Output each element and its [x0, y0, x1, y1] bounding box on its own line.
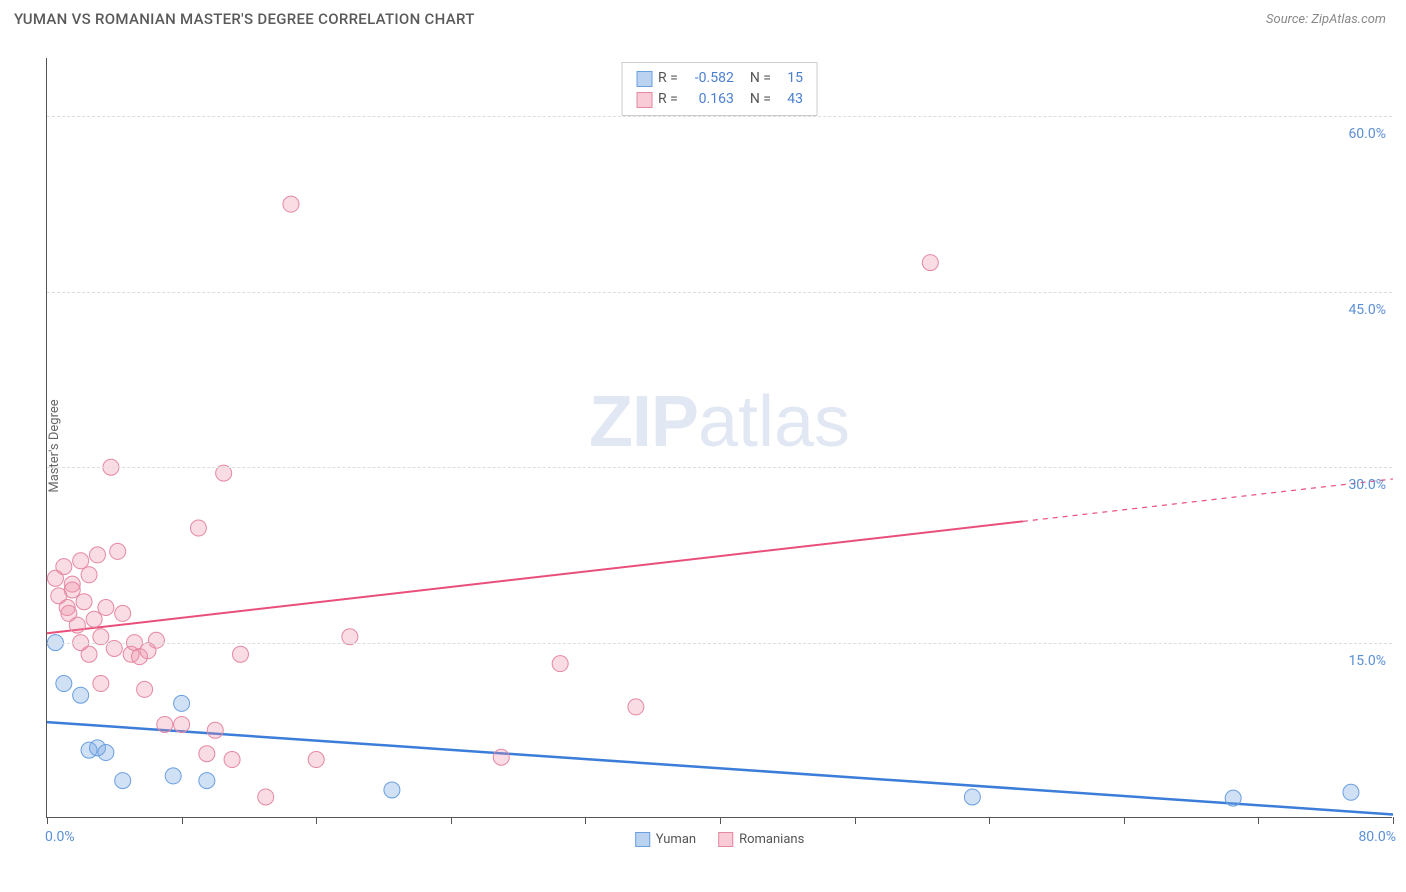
- data-point-romanians: [98, 600, 114, 616]
- y-tick-label: 45.0%: [1348, 302, 1386, 318]
- data-point-yuman: [964, 789, 980, 805]
- stats-n-value: 15: [777, 68, 803, 89]
- data-point-yuman: [73, 687, 89, 703]
- grid-line: [47, 467, 1392, 468]
- x-tick-mark: [585, 817, 586, 824]
- data-point-romanians: [157, 716, 173, 732]
- data-point-romanians: [190, 520, 206, 536]
- data-point-romanians: [115, 605, 131, 621]
- data-point-romanians: [110, 543, 126, 559]
- data-point-romanians: [69, 617, 85, 633]
- data-point-romanians: [199, 746, 215, 762]
- x-tick-mark: [182, 817, 183, 824]
- legend-item: Romanians: [718, 832, 804, 847]
- x-tick-mark: [1124, 817, 1125, 824]
- data-point-yuman: [384, 782, 400, 798]
- data-point-romanians: [207, 722, 223, 738]
- data-point-romanians: [56, 559, 72, 575]
- data-point-romanians: [73, 553, 89, 569]
- data-point-romanians: [224, 752, 240, 768]
- data-point-romanians: [86, 611, 102, 627]
- stats-r-value: 0.163: [684, 89, 734, 110]
- data-point-yuman: [165, 768, 181, 784]
- data-point-romanians: [64, 582, 80, 598]
- data-point-romanians: [81, 646, 97, 662]
- legend-item: Yuman: [635, 832, 696, 847]
- x-tick-mark: [720, 817, 721, 824]
- data-point-romanians: [922, 255, 938, 271]
- data-point-yuman: [115, 773, 131, 789]
- stats-row: R = 0.163 N = 43: [636, 89, 803, 110]
- data-point-romanians: [283, 196, 299, 212]
- correlation-stats-box: R = -0.582 N = 15 R = 0.163 N = 43: [621, 62, 818, 116]
- data-point-yuman: [199, 773, 215, 789]
- trend-line-yuman: [47, 722, 1393, 814]
- data-point-romanians: [76, 594, 92, 610]
- legend-label: Yuman: [656, 832, 696, 847]
- stats-n-label: N =: [750, 89, 771, 110]
- scatter-plot-svg: [47, 58, 1392, 817]
- x-tick-mark: [855, 817, 856, 824]
- x-tick-mark: [316, 817, 317, 824]
- x-tick-mark: [989, 817, 990, 824]
- trend-line-romanians: [47, 521, 1023, 633]
- data-point-romanians: [89, 547, 105, 563]
- data-point-romanians: [81, 567, 97, 583]
- x-tick-mark: [47, 817, 48, 824]
- x-tick-mark: [1258, 817, 1259, 824]
- data-point-romanians: [308, 752, 324, 768]
- stats-n-label: N =: [750, 68, 771, 89]
- data-point-romanians: [258, 789, 274, 805]
- data-point-romanians: [93, 676, 109, 692]
- source-attribution: Source: ZipAtlas.com: [1266, 12, 1386, 27]
- y-tick-label: 30.0%: [1348, 477, 1386, 493]
- stats-r-label: R =: [658, 68, 678, 89]
- stats-row: R = -0.582 N = 15: [636, 68, 803, 89]
- data-point-romanians: [552, 656, 568, 672]
- data-point-yuman: [56, 676, 72, 692]
- x-tick-mark: [451, 817, 452, 824]
- chart-plot-area: ZIPatlas R = -0.582N = 15R = 0.163N = 43…: [46, 58, 1392, 818]
- chart-header: YUMAN VS ROMANIAN MASTER'S DEGREE CORREL…: [0, 0, 1406, 34]
- chart-title: YUMAN VS ROMANIAN MASTER'S DEGREE CORREL…: [14, 10, 475, 28]
- trend-line-dashed-romanians: [1023, 479, 1393, 521]
- grid-line: [47, 292, 1392, 293]
- legend-swatch: [635, 832, 650, 847]
- data-point-romanians: [628, 699, 644, 715]
- data-point-yuman: [174, 695, 190, 711]
- stats-r-label: R =: [658, 89, 678, 110]
- data-point-romanians: [493, 749, 509, 765]
- data-point-romanians: [174, 716, 190, 732]
- x-tick-mark: [1393, 817, 1394, 824]
- x-axis-max-label: 80.0%: [1358, 829, 1396, 845]
- grid-line: [47, 643, 1392, 644]
- stats-r-value: -0.582: [684, 68, 734, 89]
- data-point-yuman: [1225, 790, 1241, 806]
- y-tick-label: 15.0%: [1348, 653, 1386, 669]
- data-point-yuman: [98, 745, 114, 761]
- legend-label: Romanians: [739, 832, 804, 847]
- y-tick-label: 60.0%: [1348, 126, 1386, 142]
- data-point-romanians: [137, 681, 153, 697]
- grid-line: [47, 116, 1392, 117]
- data-point-romanians: [232, 646, 248, 662]
- legend-swatch: [718, 832, 733, 847]
- legend-bottom: Yuman Romanians: [635, 832, 805, 847]
- stats-swatch: [636, 71, 652, 87]
- stats-n-value: 43: [777, 89, 803, 110]
- data-point-romanians: [148, 632, 164, 648]
- stats-swatch: [636, 92, 652, 108]
- data-point-yuman: [1343, 784, 1359, 800]
- x-axis-min-label: 0.0%: [45, 829, 75, 845]
